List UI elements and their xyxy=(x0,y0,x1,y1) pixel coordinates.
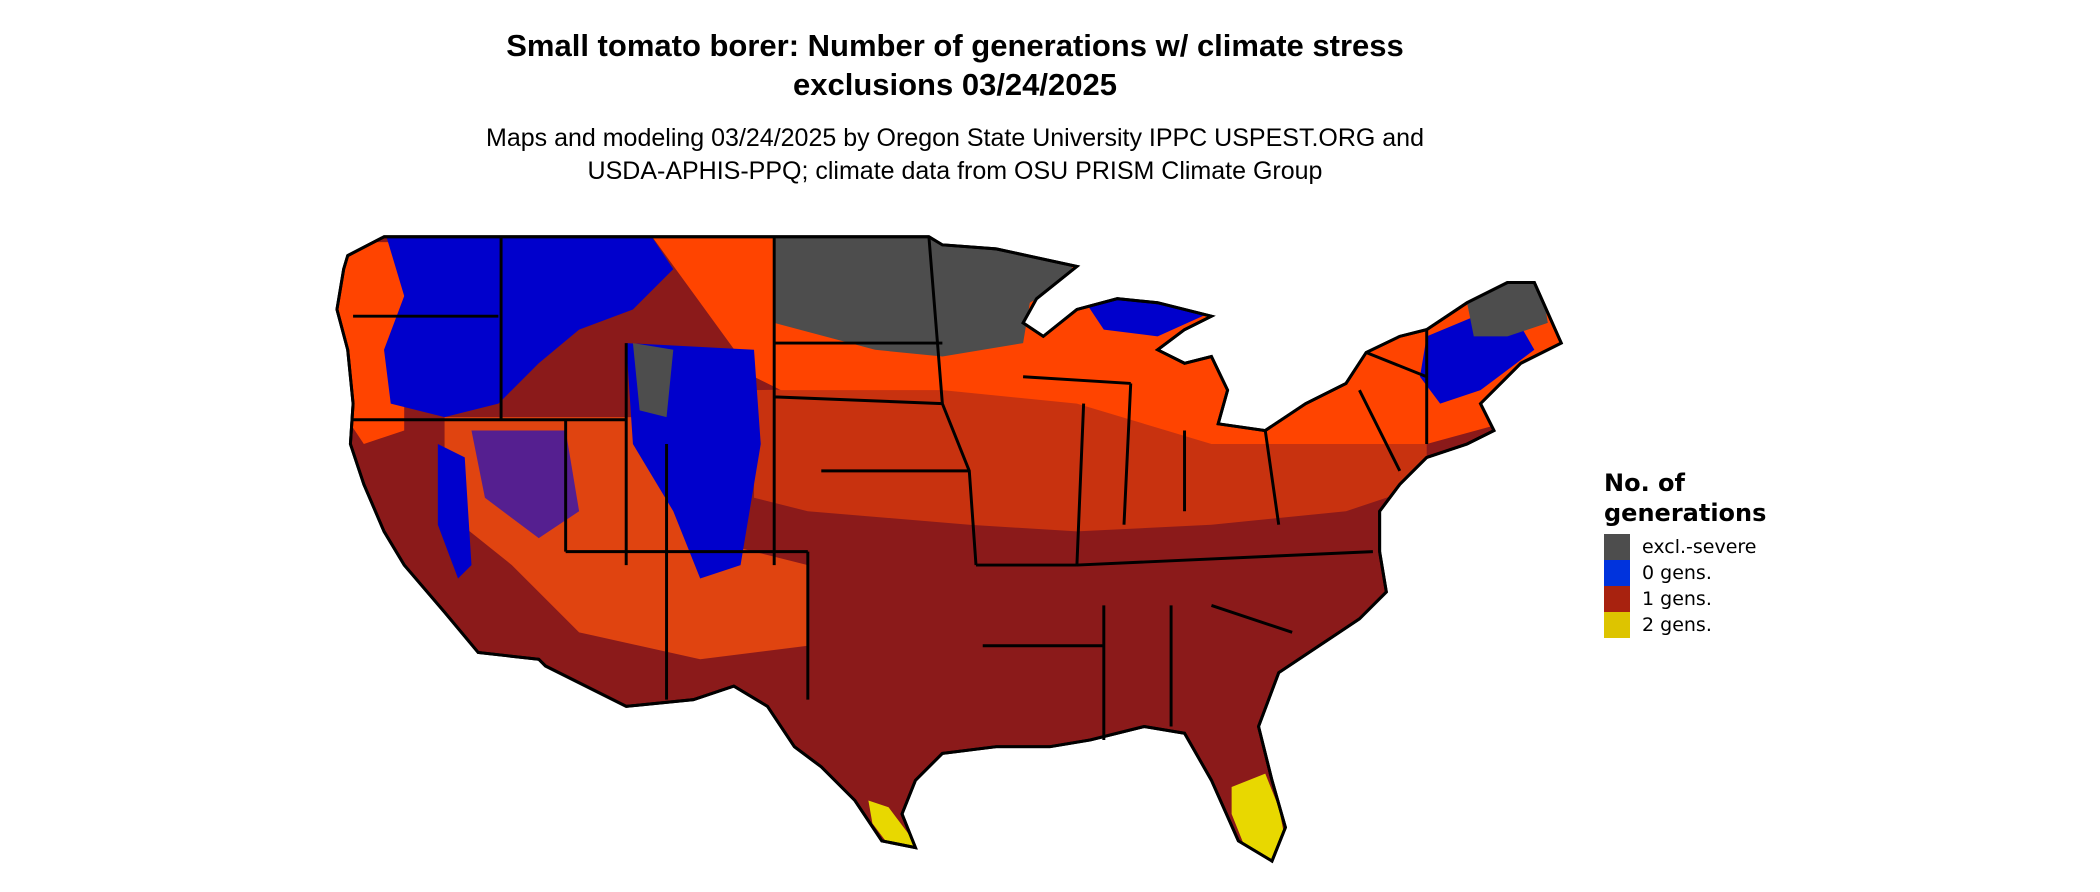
map-subtitle-line1: Maps and modeling 03/24/2025 by Oregon S… xyxy=(486,124,1424,152)
map-subtitle-line2: USDA-APHIS-PPQ; climate data from OSU PR… xyxy=(587,157,1323,185)
map-title-line2: exclusions 03/24/2025 xyxy=(792,67,1117,102)
region-orange-west xyxy=(336,242,405,444)
legend-label: 0 gens. xyxy=(1642,562,1712,584)
legend-swatch xyxy=(1604,560,1630,586)
legend-label: 1 gens. xyxy=(1642,588,1712,610)
legend-item-1-gens: 1 gens. xyxy=(1604,586,1766,612)
legend-item-excl-severe: excl.-severe xyxy=(1604,534,1766,560)
legend-item-2-gens: 2 gens. xyxy=(1604,612,1766,638)
state-borders xyxy=(335,235,1564,864)
region-gray-wyoming xyxy=(632,343,674,418)
legend: No. of generations excl.-severe 0 gens. … xyxy=(1604,468,1766,638)
legend-item-0-gens: 0 gens. xyxy=(1604,560,1766,586)
map-title-line1: Small tomato borer: Number of generation… xyxy=(506,28,1404,63)
legend-swatch xyxy=(1604,534,1630,560)
legend-label: 2 gens. xyxy=(1642,614,1712,636)
legend-swatch xyxy=(1604,612,1630,638)
legend-title-line1: No. of xyxy=(1604,469,1685,497)
region-blue-sierra xyxy=(437,443,472,579)
region-blue-great-basin xyxy=(471,430,580,539)
legend-label: excl.-severe xyxy=(1642,536,1757,558)
region-blue-northwest xyxy=(384,236,674,418)
legend-title-line2: generations xyxy=(1604,499,1767,527)
region-gray-north-plains xyxy=(774,236,1077,357)
legend-swatch xyxy=(1604,586,1630,612)
region-yellow-texas xyxy=(868,800,923,851)
